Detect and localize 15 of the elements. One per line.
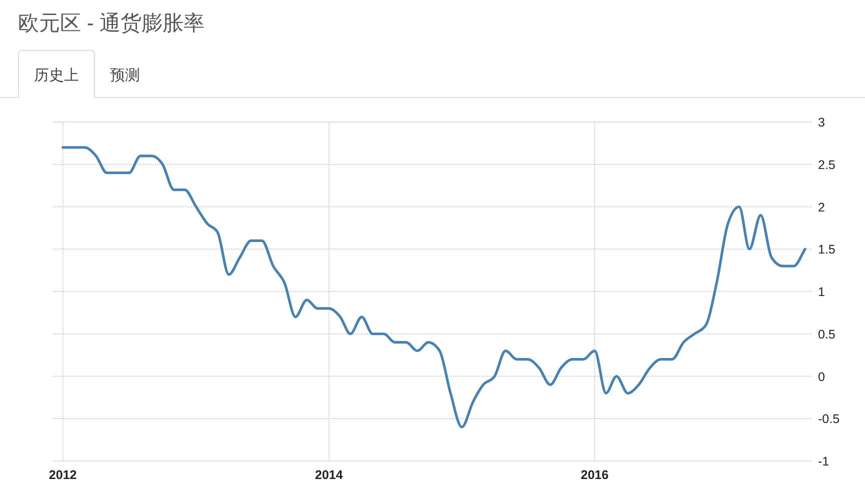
- tab-label: 历史上: [34, 67, 79, 84]
- ytick: 1: [818, 285, 825, 299]
- xtick: 2016: [580, 468, 609, 482]
- ytick: 1.5: [818, 242, 836, 257]
- ytick: 0: [818, 370, 825, 384]
- ytick: 2: [818, 200, 825, 214]
- ytick: -0.5: [818, 412, 840, 426]
- tab-label: 预测: [110, 67, 140, 84]
- xtick: 2014: [315, 468, 343, 482]
- ytick: 3: [818, 116, 825, 130]
- ytick: -1: [818, 454, 830, 468]
- ytick: 2.5: [818, 158, 836, 172]
- ytick: 0.5: [818, 327, 836, 342]
- title: 欧元区 - 通货膨胀率: [18, 12, 205, 35]
- xtick: 2012: [48, 468, 77, 482]
